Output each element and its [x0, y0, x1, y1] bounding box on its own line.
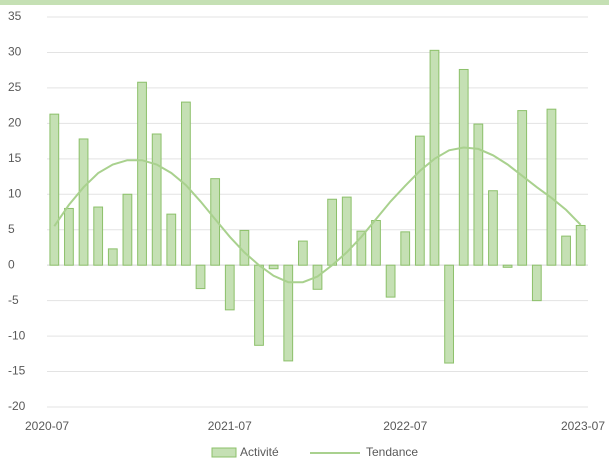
- bar: [195, 264, 206, 290]
- bar: [254, 264, 264, 346]
- bar: [107, 248, 118, 266]
- x-tick-label: 2020-07: [25, 419, 69, 433]
- bar: [224, 264, 235, 311]
- legend-label: Tendance: [366, 445, 418, 459]
- top-band: [0, 0, 609, 5]
- bar: [575, 224, 586, 266]
- y-tick-label: 20: [8, 116, 22, 130]
- bar: [371, 220, 381, 266]
- bar: [488, 190, 498, 266]
- bar: [561, 235, 571, 266]
- bar: [356, 230, 367, 266]
- bar: [531, 264, 542, 302]
- bar: [210, 178, 221, 266]
- y-tick-label: 0: [8, 257, 15, 271]
- bar: [268, 264, 279, 270]
- bar: [458, 68, 469, 266]
- bar: [385, 264, 396, 298]
- y-tick-label: 30: [8, 45, 22, 59]
- bar: [137, 81, 147, 266]
- y-tick-label: -10: [8, 328, 26, 342]
- y-tick-label: -5: [8, 293, 19, 307]
- legend-swatch: [211, 447, 237, 458]
- bar: [166, 213, 177, 266]
- y-tick-label: 10: [8, 186, 22, 200]
- bar: [502, 264, 513, 268]
- y-tick-label: -20: [8, 399, 26, 413]
- y-tick-label: 15: [8, 151, 22, 165]
- bar: [546, 108, 557, 266]
- bar: [517, 110, 528, 266]
- bar: [283, 264, 294, 362]
- bar: [297, 240, 308, 266]
- legend-label: Activité: [240, 445, 279, 459]
- bar: [64, 207, 74, 266]
- bar: [49, 113, 60, 266]
- x-tick-label: 2022-07: [383, 419, 427, 433]
- bar: [473, 123, 484, 266]
- bar: [414, 135, 425, 266]
- bar: [400, 231, 411, 266]
- y-tick-label: 5: [8, 222, 15, 236]
- bar: [444, 264, 454, 364]
- bar: [78, 138, 89, 266]
- y-tick-label: -15: [8, 364, 26, 378]
- bar: [151, 133, 162, 266]
- y-tick-label: 25: [8, 80, 22, 94]
- bar: [341, 196, 352, 266]
- x-tick-label: 2023-07: [561, 419, 605, 433]
- bar: [93, 206, 104, 266]
- bar: [181, 101, 191, 266]
- trend-line: [53, 146, 582, 284]
- bar: [327, 198, 338, 266]
- bar: [122, 193, 133, 266]
- x-tick-label: 2021-07: [208, 419, 252, 433]
- y-tick-label: 35: [8, 9, 22, 23]
